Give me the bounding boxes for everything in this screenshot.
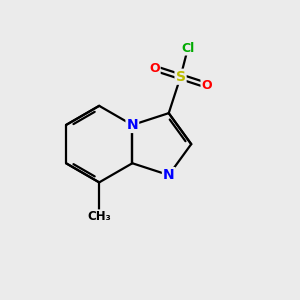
Text: O: O <box>149 62 160 75</box>
Text: Cl: Cl <box>181 41 195 55</box>
Text: S: S <box>176 70 186 84</box>
Text: N: N <box>127 118 138 132</box>
Text: O: O <box>202 79 212 92</box>
Text: CH₃: CH₃ <box>87 210 111 223</box>
Text: N: N <box>163 168 175 182</box>
